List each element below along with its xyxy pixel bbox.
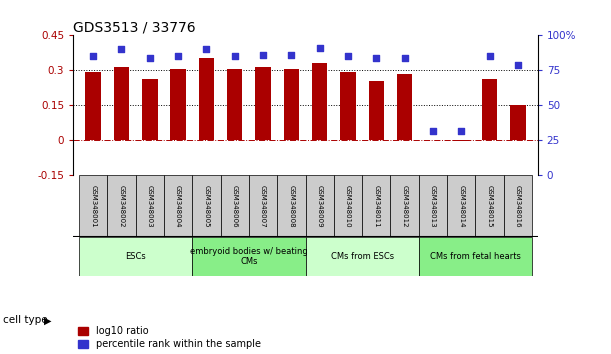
Bar xyxy=(475,175,503,237)
Point xyxy=(117,47,126,52)
Text: GSM348011: GSM348011 xyxy=(373,185,379,228)
Text: GSM348010: GSM348010 xyxy=(345,185,351,228)
Bar xyxy=(86,72,101,141)
Text: GSM348003: GSM348003 xyxy=(147,185,153,228)
Text: GSM348007: GSM348007 xyxy=(260,185,266,228)
Text: GSM348002: GSM348002 xyxy=(119,185,125,227)
Bar xyxy=(249,175,277,237)
Text: cell type: cell type xyxy=(3,315,48,325)
Point xyxy=(145,55,155,61)
Text: CMs from fetal hearts: CMs from fetal hearts xyxy=(430,252,521,261)
Bar xyxy=(481,79,497,141)
Bar xyxy=(79,237,192,276)
Bar xyxy=(114,67,130,141)
Text: ESCs: ESCs xyxy=(125,252,146,261)
Bar xyxy=(79,175,108,237)
Text: GSM348001: GSM348001 xyxy=(90,185,96,228)
Bar xyxy=(164,175,192,237)
Point xyxy=(173,53,183,59)
Bar xyxy=(277,175,306,237)
Bar xyxy=(142,79,158,141)
Bar xyxy=(390,175,419,237)
Point xyxy=(371,55,381,61)
Point xyxy=(456,128,466,133)
Text: GSM348013: GSM348013 xyxy=(430,185,436,228)
Bar xyxy=(419,175,447,237)
Bar xyxy=(397,74,412,141)
Bar xyxy=(170,69,186,141)
Bar xyxy=(108,175,136,237)
Point xyxy=(315,45,324,51)
Bar xyxy=(192,175,221,237)
Text: GSM348005: GSM348005 xyxy=(203,185,210,227)
Text: CMs from ESCs: CMs from ESCs xyxy=(331,252,393,261)
Bar xyxy=(136,175,164,237)
Bar xyxy=(312,63,327,141)
Text: GSM348014: GSM348014 xyxy=(458,185,464,227)
Point xyxy=(343,53,353,59)
Bar xyxy=(221,175,249,237)
Bar xyxy=(447,175,475,237)
Bar xyxy=(255,67,271,141)
Point xyxy=(287,52,296,58)
Bar xyxy=(510,105,525,141)
Bar xyxy=(425,140,441,141)
Text: GSM348012: GSM348012 xyxy=(401,185,408,227)
Point xyxy=(400,55,409,61)
Bar xyxy=(192,237,306,276)
Point xyxy=(258,52,268,58)
Legend: log10 ratio, percentile rank within the sample: log10 ratio, percentile rank within the … xyxy=(78,326,261,349)
Text: GSM348015: GSM348015 xyxy=(486,185,492,227)
Text: GSM348016: GSM348016 xyxy=(515,185,521,228)
Point xyxy=(513,62,523,68)
Bar xyxy=(284,69,299,141)
Bar xyxy=(503,175,532,237)
Point xyxy=(230,53,240,59)
Bar xyxy=(199,58,214,141)
Point xyxy=(88,53,98,59)
Text: GSM348006: GSM348006 xyxy=(232,185,238,228)
Text: ▶: ▶ xyxy=(44,315,51,325)
Bar xyxy=(340,72,356,141)
Text: GSM348008: GSM348008 xyxy=(288,185,295,228)
Bar xyxy=(334,175,362,237)
Bar xyxy=(362,175,390,237)
Point xyxy=(428,128,438,133)
Point xyxy=(202,47,211,52)
Bar xyxy=(368,81,384,141)
Point xyxy=(485,53,494,59)
Bar xyxy=(306,237,419,276)
Bar xyxy=(419,237,532,276)
Text: GDS3513 / 33776: GDS3513 / 33776 xyxy=(73,20,196,34)
Text: GSM348009: GSM348009 xyxy=(316,185,323,228)
Text: embryoid bodies w/ beating
CMs: embryoid bodies w/ beating CMs xyxy=(190,247,308,266)
Bar xyxy=(306,175,334,237)
Text: GSM348004: GSM348004 xyxy=(175,185,181,227)
Bar xyxy=(227,69,243,141)
